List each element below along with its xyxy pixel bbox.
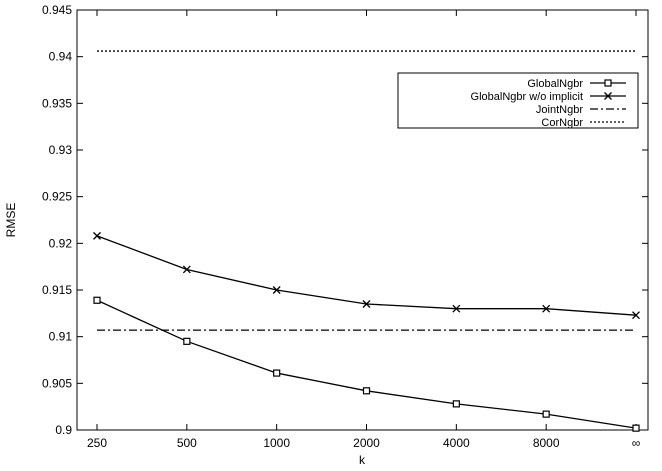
marker-cross-stroke	[93, 231, 101, 240]
marker-square	[362, 387, 371, 395]
marker-cross-stroke	[182, 265, 191, 274]
x-tick-label: 500	[177, 436, 197, 450]
y-tick-label: 0.935	[42, 96, 72, 110]
y-axis: 0.9 0.905 0.91 0.915 0.92 0.925 0.93 0.935 0.94 0…	[42, 3, 648, 437]
marker-cross	[362, 300, 371, 308]
y-tick-label: 0.925	[42, 190, 72, 204]
marker-cross-stroke	[604, 92, 612, 100]
marker-cross-stroke	[362, 300, 371, 308]
y-tick-label: 0.945	[42, 3, 72, 17]
y-tick-label: 0.905	[42, 376, 72, 390]
series-globalngbr	[93, 296, 640, 432]
legend-label: GlobalNgbr	[527, 78, 583, 90]
series-group	[93, 50, 640, 432]
y-axis-label: RMSE	[4, 203, 18, 238]
marker-cross-stroke	[272, 286, 281, 294]
legend-label: CorNgbr	[541, 117, 583, 129]
y-tick-label: 0.915	[42, 283, 72, 297]
marker-square	[632, 424, 640, 432]
marker-square	[452, 400, 460, 408]
y-tick-label: 0.93	[49, 143, 73, 157]
legend-label: JointNgbr	[536, 104, 583, 116]
marker-square	[93, 296, 101, 304]
marker-cross	[542, 304, 551, 313]
marker-square	[604, 79, 612, 87]
series-line	[96, 299, 637, 429]
x-axis-label: k	[359, 453, 366, 467]
marker-cross-stroke	[452, 304, 461, 313]
x-tick-label: ∞	[632, 436, 641, 450]
marker-cross	[632, 311, 640, 320]
y-tick-label: 0.94	[49, 50, 73, 64]
series-globalngbr-w-o-implicit	[93, 231, 640, 320]
x-axis: 250 500 1000 2000 4000 8000 ∞	[87, 10, 640, 450]
x-tick-label: 250	[87, 436, 107, 450]
marker-square	[183, 337, 191, 345]
marker-cross-stroke	[542, 304, 551, 313]
legend-box	[397, 72, 639, 129]
x-tick-label: 8000	[533, 436, 560, 450]
y-tick-label: 0.91	[49, 330, 73, 344]
marker-cross-stroke	[632, 311, 640, 320]
x-tick-label: 4000	[443, 436, 470, 450]
legend-label: GlobalNgbr w/o implicit	[471, 91, 583, 103]
y-tick-label: 0.9	[55, 423, 72, 437]
marker-cross	[604, 92, 612, 100]
plot-frame	[76, 9, 649, 431]
marker-cross	[182, 265, 191, 274]
marker-square	[542, 410, 550, 418]
x-tick-label: 2000	[353, 436, 380, 450]
y-tick-label: 0.92	[49, 236, 73, 250]
marker-cross	[93, 231, 101, 240]
marker-cross	[272, 286, 281, 294]
x-tick-label: 1000	[263, 436, 290, 450]
marker-square	[273, 369, 281, 377]
marker-cross	[452, 304, 461, 313]
